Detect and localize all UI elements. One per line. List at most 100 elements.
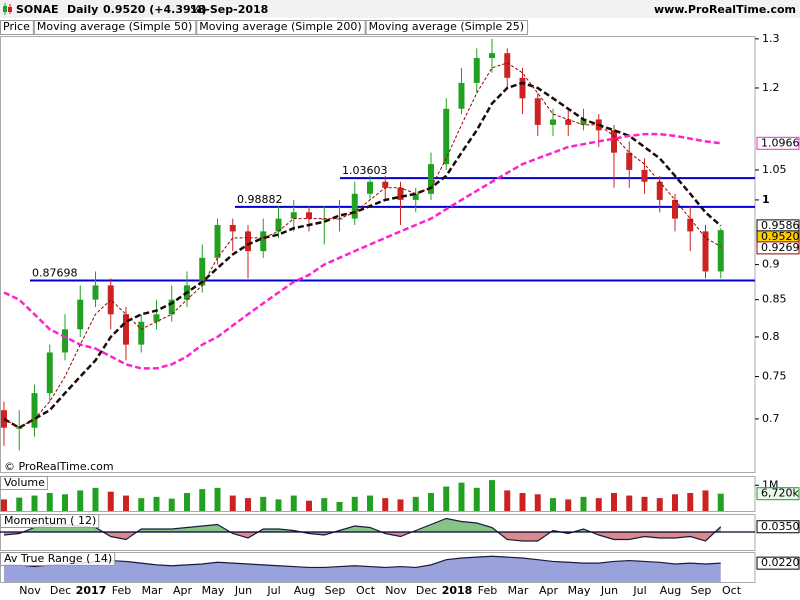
y-tick-label: 0.9 [762, 258, 780, 271]
panel-title-box [0, 476, 48, 490]
y-tick-label: 0.7 [762, 412, 780, 425]
x-tick-label: Aug [294, 584, 315, 597]
volume-bar [336, 501, 343, 511]
candle-body [519, 77, 526, 99]
panel-title: Momentum ( 12) [4, 514, 96, 527]
volume-bar [626, 495, 633, 511]
volume-bar [31, 495, 38, 511]
volume-bar [382, 498, 389, 511]
last-value-box [756, 241, 800, 255]
x-tick-label: May [568, 584, 591, 597]
volume-bar [565, 499, 572, 511]
candle-body [367, 181, 373, 194]
candle-body [702, 231, 709, 272]
panel-frame [0, 36, 756, 473]
volume-bar [458, 482, 465, 511]
period: Daily [67, 3, 98, 16]
area [4, 556, 721, 582]
candle-body [504, 53, 511, 78]
candle-body [443, 108, 450, 165]
volume-bar [702, 490, 709, 511]
candle-body [92, 285, 99, 300]
last-value-box [756, 520, 800, 534]
volume-bar [611, 492, 617, 511]
x-tick-label: Apr [173, 584, 193, 597]
y-tick-label: 1 [762, 193, 770, 206]
x-tick-label: Jun [234, 584, 252, 597]
legend-entry: Moving average (Simple 25) [369, 20, 524, 33]
legend-box [0, 20, 34, 35]
x-tick-label: Feb [478, 584, 497, 597]
logo [3, 6, 7, 12]
last-value-label: 1.0966 [761, 136, 800, 149]
volume-bar [595, 498, 602, 511]
volume-bar [534, 494, 541, 511]
candle-body [46, 352, 53, 394]
volume-bar [580, 496, 587, 511]
volume-bar [550, 498, 556, 511]
volume-bar [504, 490, 511, 511]
volume-bar [717, 493, 724, 511]
volume-bar [656, 498, 663, 511]
volume-bar [138, 498, 145, 511]
candle-body [214, 224, 221, 258]
candle-body [534, 98, 541, 125]
volume-bar [367, 495, 373, 511]
candle-body [168, 299, 175, 315]
watermark: © ProRealTime.com [4, 460, 114, 473]
volume-bar [321, 498, 328, 511]
candle-body [489, 53, 495, 59]
legend-entry: Price [3, 20, 30, 33]
x-tick-label: Sep [325, 584, 346, 597]
candle-body [611, 130, 617, 153]
last-value-label: 0.0220 [761, 556, 800, 569]
level-label: 1.03603 [342, 164, 388, 177]
volume-bar [62, 494, 68, 511]
candle-body [123, 314, 129, 345]
volume-bar [153, 496, 160, 511]
volume-bar [245, 498, 251, 511]
candle-body [412, 193, 419, 200]
volume-bar [275, 499, 282, 511]
volume-bar [1, 499, 7, 511]
quote: 0.9520 (+4.39%) [103, 3, 207, 16]
candle-body [626, 152, 633, 170]
candle-body [687, 218, 694, 232]
volume-bar [184, 492, 190, 511]
volume-bar [489, 480, 495, 511]
volume-bar [123, 495, 129, 511]
candle-body [260, 231, 267, 252]
candle-body [717, 230, 724, 272]
volume-bar [519, 492, 526, 511]
moving-average [3, 81, 722, 430]
x-tick-label: Mar [142, 584, 163, 597]
last-value-label: 0.9520 [761, 230, 800, 243]
volume-bar [473, 487, 480, 511]
volume-bar [428, 492, 434, 511]
legend-box [196, 20, 366, 35]
candle-body [351, 193, 358, 219]
x-tick-label: Dec [416, 584, 437, 597]
panel-title: Av True Range ( 14) [4, 552, 112, 565]
moving-average [3, 62, 721, 429]
volume-bar [412, 496, 419, 511]
x-tick-label: Apr [539, 584, 559, 597]
x-tick-label: Dec [50, 584, 71, 597]
volume-bar [397, 499, 404, 511]
area-line [4, 555, 721, 569]
candle-body [397, 187, 404, 200]
x-tick-label: Aug [660, 584, 681, 597]
x-tick-label: Mar [508, 584, 529, 597]
candle-body [245, 231, 251, 252]
header-bar [0, 0, 800, 18]
x-tick-label: Jul [266, 584, 280, 597]
candle-body [31, 393, 38, 428]
symbol: SONAE [16, 3, 59, 16]
volume-bar [92, 487, 99, 511]
site: www.ProRealTime.com [654, 3, 796, 16]
volume-bar [306, 500, 312, 511]
candle-body [62, 329, 68, 353]
panel-frame [0, 552, 756, 583]
